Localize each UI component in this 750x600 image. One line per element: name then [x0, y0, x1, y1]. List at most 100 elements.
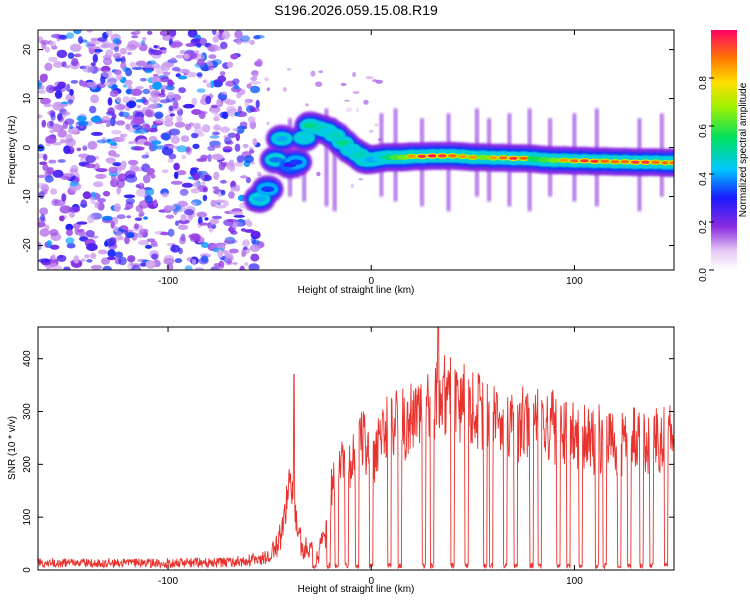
noise-blob: [266, 87, 270, 92]
noise-blob: [160, 231, 170, 236]
noise-blob: [107, 256, 116, 261]
noise-blob: [124, 235, 130, 245]
noise-blob: [147, 30, 153, 35]
noise-blob: [142, 99, 149, 106]
heatmap-ytick-label: 10: [22, 93, 33, 105]
heatmap-xtick-label: 0: [368, 276, 374, 287]
noise-blob: [221, 162, 227, 168]
noise-blob: [51, 198, 60, 206]
noise-blob: [108, 237, 117, 246]
noise-blob: [109, 117, 116, 127]
ridge-peak: [468, 155, 478, 159]
noise-blob: [81, 80, 88, 88]
ridge-peak: [600, 159, 610, 163]
noise-blob: [310, 70, 316, 77]
ridge-peak: [417, 154, 427, 158]
ridge-peak: [458, 154, 468, 158]
noise-blob: [41, 119, 47, 128]
noise-blob: [65, 93, 76, 103]
noise-blob: [191, 97, 198, 106]
noise-blob: [128, 141, 134, 145]
noise-blob: [132, 110, 140, 118]
noise-blob: [91, 131, 103, 136]
noise-blob: [102, 265, 112, 270]
noise-blob: [136, 188, 148, 197]
colorbar-tick-label: 0.6: [698, 124, 709, 138]
noise-blob: [207, 145, 216, 151]
noise-blob: [85, 230, 95, 238]
noise-blob: [52, 169, 64, 178]
noise-blob: [112, 38, 121, 44]
noise-blob: [40, 97, 52, 105]
noise-blob: [206, 60, 214, 66]
noise-blob: [50, 188, 58, 195]
noise-blob: [372, 79, 378, 83]
noise-blob: [158, 93, 166, 98]
noise-blob: [144, 187, 155, 196]
noise-blob: [248, 263, 260, 270]
noise-blob: [129, 61, 137, 68]
colorbar-label: Normalized spectral amplitude: [738, 82, 749, 217]
noise-blob: [232, 261, 238, 265]
noise-blob: [114, 69, 122, 76]
noise-blob: [132, 146, 145, 151]
noise-blob: [133, 130, 140, 134]
snr-xtick-label: 0: [368, 576, 374, 587]
noise-blob: [48, 159, 57, 164]
snr-frame: [37, 326, 675, 571]
noise-blob: [49, 244, 60, 250]
noise-blob: [206, 82, 212, 88]
noise-blob: [84, 254, 90, 259]
noise-blob: [168, 105, 174, 112]
noise-blob: [202, 79, 208, 83]
ridge-peak: [651, 160, 661, 164]
noise-blob: [87, 214, 95, 224]
noise-blob: [224, 255, 235, 262]
ridge-point: [352, 152, 366, 158]
noise-blob: [250, 253, 260, 262]
noise-blob: [92, 49, 104, 53]
noise-blob: [234, 111, 239, 117]
noise-blob: [244, 262, 249, 266]
noise-blob: [57, 129, 67, 138]
noise-blob: [235, 132, 240, 142]
noise-blob: [68, 206, 81, 213]
noise-blob: [69, 124, 74, 130]
colorbar: 0.0 0.2 0.4 0.6 0.8 Normalized spectral ampl…: [698, 30, 749, 282]
noise-blob: [191, 132, 199, 139]
noise-blob: [90, 81, 97, 90]
noise-blob: [192, 181, 200, 188]
noise-blob: [123, 194, 136, 199]
noise-blob: [39, 73, 48, 83]
noise-blob: [318, 70, 324, 74]
heatmap-ylabel: Frequency (Hz): [7, 116, 18, 185]
noise-blob: [214, 199, 226, 204]
noise-blob: [350, 183, 354, 189]
ridge-peak: [509, 156, 518, 160]
noise-blob: [71, 58, 79, 67]
noise-blob: [170, 42, 177, 49]
noise-blob: [39, 161, 48, 166]
noise-blob: [127, 127, 136, 133]
noise-blob: [168, 109, 174, 114]
noise-blob: [210, 104, 218, 109]
noise-blob: [164, 119, 174, 127]
colorbar-tick-label: 0.0: [698, 268, 709, 282]
noise-blob: [168, 128, 181, 136]
noise-blob: [234, 143, 241, 152]
ridge-peak: [620, 160, 630, 164]
noise-blob: [184, 208, 195, 216]
noise-blob: [154, 111, 164, 119]
noise-blob: [129, 165, 139, 172]
noise-blob: [213, 116, 220, 122]
noise-blob: [174, 121, 186, 128]
noise-blob: [221, 30, 231, 40]
noise-blob: [340, 82, 347, 87]
noise-blob: [127, 40, 139, 50]
noise-blob: [220, 126, 231, 133]
ridge-point: [261, 186, 275, 192]
noise-blob: [69, 211, 75, 218]
noise-blob: [220, 41, 228, 50]
